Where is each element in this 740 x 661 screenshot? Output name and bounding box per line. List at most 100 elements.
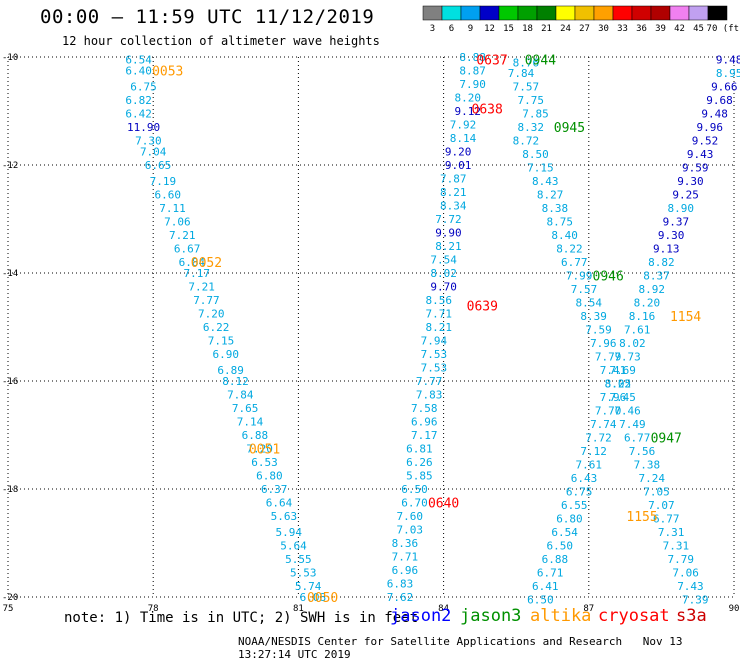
data-label-jason3: 7.07 bbox=[648, 499, 675, 512]
data-label-cryosat: 6.26 bbox=[406, 456, 433, 469]
data-label-jason3: 8.32 bbox=[517, 121, 544, 134]
data-label-cryosat: 6.83 bbox=[387, 578, 414, 591]
data-label-jason3: 6.77 bbox=[653, 513, 680, 526]
data-label-altika: 7.11 bbox=[159, 202, 186, 215]
data-label-jason3: 7.24 bbox=[638, 472, 665, 485]
data-label-altika: 6.53 bbox=[251, 456, 278, 469]
data-label-jason3: 7.06 bbox=[672, 567, 699, 580]
data-label-jason2: 8.37 bbox=[643, 270, 670, 283]
colorbar-tick-label: 21 bbox=[541, 24, 552, 34]
chart-title: 00:00 — 11:59 UTC 11/12/2019 bbox=[40, 6, 375, 28]
data-label-altika: 7.77 bbox=[193, 294, 220, 307]
data-label-jason2: 7.61 bbox=[624, 324, 651, 337]
data-label-cryosat: 7.94 bbox=[421, 335, 448, 348]
colorbar-swatch bbox=[669, 5, 690, 21]
data-label-altika: 5.74 bbox=[295, 580, 322, 593]
y-tick-label: -16 bbox=[2, 377, 18, 387]
data-label-altika: 7.65 bbox=[232, 402, 259, 415]
data-label-jason2: 8.95 bbox=[716, 67, 740, 80]
data-label-jason2: 9.37 bbox=[663, 216, 690, 229]
y-tick-label: -10 bbox=[2, 53, 18, 63]
data-label-cryosat: 7.83 bbox=[416, 389, 443, 402]
data-label-jason3: 7.43 bbox=[677, 580, 704, 593]
data-label-altika: 6.54 bbox=[125, 54, 152, 67]
colorbar-swatch bbox=[593, 5, 614, 21]
data-label-altika: 11.90 bbox=[127, 121, 160, 134]
data-label-jason2: 9.59 bbox=[682, 162, 709, 175]
data-label-cryosat: 6.70 bbox=[401, 497, 428, 510]
data-label-cryosat: 9.01 bbox=[445, 159, 472, 172]
colorbar-tick-label: 3 bbox=[430, 24, 435, 34]
y-tick-label: -12 bbox=[2, 161, 18, 171]
data-label-altika: 5.53 bbox=[290, 567, 317, 580]
data-label-jason3: 7.31 bbox=[658, 526, 685, 539]
data-label-altika: 7.20 bbox=[246, 443, 273, 456]
data-label-jason2: 6.54 bbox=[551, 526, 578, 539]
data-label-jason2: 6.75 bbox=[566, 486, 593, 499]
data-label-altika: 7.20 bbox=[198, 308, 225, 321]
data-label-jason3: 8.72 bbox=[513, 135, 540, 148]
data-label-altika: 6.88 bbox=[242, 429, 269, 442]
pass-time-label: 0947 bbox=[651, 432, 682, 447]
data-label-altika: 7.06 bbox=[164, 216, 191, 229]
data-label-cryosat: 7.53 bbox=[421, 362, 448, 375]
data-label-jason2: 6.43 bbox=[571, 472, 598, 485]
x-tick-label: 81 bbox=[293, 604, 304, 614]
data-label-jason2: 8.25 bbox=[605, 378, 632, 391]
data-label-altika: 6.67 bbox=[174, 243, 201, 256]
data-label-jason2: 7.73 bbox=[614, 351, 641, 364]
colorbar-swatch bbox=[555, 5, 576, 21]
data-label-altika: 6.75 bbox=[130, 81, 157, 94]
data-label-jason2: 6.88 bbox=[542, 553, 569, 566]
data-label-jason3: 7.99 bbox=[566, 270, 593, 283]
data-label-jason2: 9.30 bbox=[677, 175, 704, 188]
data-label-jason2: 6.55 bbox=[561, 499, 588, 512]
data-label-cryosat: 7.60 bbox=[396, 510, 423, 523]
data-label-cryosat: 8.21 bbox=[440, 186, 467, 199]
colorbar-swatch bbox=[517, 5, 538, 21]
data-label-jason3: 7.57 bbox=[513, 81, 540, 94]
data-label-cryosat: 7.53 bbox=[421, 348, 448, 361]
data-label-jason3: 7.96 bbox=[590, 337, 617, 350]
data-label-altika: 7.04 bbox=[140, 146, 167, 159]
colorbar-swatch bbox=[441, 5, 462, 21]
data-label-jason3: 7.59 bbox=[585, 324, 612, 337]
data-label-jason2: 9.25 bbox=[672, 189, 699, 202]
pass-time-label: 0944 bbox=[525, 54, 556, 69]
x-tick-label: 87 bbox=[583, 604, 594, 614]
data-label-jason2: 6.71 bbox=[537, 567, 564, 580]
pass-time-label: 0638 bbox=[472, 102, 503, 117]
colorbar-tick-label: 45 bbox=[693, 24, 704, 34]
colorbar-tick-label: 27 bbox=[579, 24, 590, 34]
data-label-altika: 7.21 bbox=[169, 229, 196, 242]
credit-text: NOAA/NESDIS Center for Satellite Applica… bbox=[238, 635, 623, 648]
colorbar-tick-label: 9 bbox=[468, 24, 473, 34]
data-label-jason3: 7.15 bbox=[527, 162, 554, 175]
data-label-jason3: 8.38 bbox=[542, 202, 569, 215]
colorbar-tick-label: 6 bbox=[449, 24, 454, 34]
data-label-altika: 8.12 bbox=[222, 375, 249, 388]
pass-time-label: 0050 bbox=[307, 591, 338, 606]
legend-altika: altika bbox=[530, 606, 592, 626]
data-label-cryosat: 7.58 bbox=[411, 402, 438, 415]
data-label-jason3: 7.39 bbox=[682, 594, 709, 607]
data-label-altika: 6.22 bbox=[203, 321, 230, 334]
pass-time-label: 0053 bbox=[152, 65, 183, 80]
data-label-altika: 7.30 bbox=[135, 135, 162, 148]
data-label-jason3: 8.39 bbox=[580, 310, 607, 323]
data-label-altika: 6.42 bbox=[125, 108, 152, 121]
data-label-cryosat: 5.85 bbox=[406, 470, 433, 483]
colorbar-tick-label: 39 bbox=[655, 24, 666, 34]
data-label-altika: 5.63 bbox=[271, 510, 298, 523]
colorbar-tick-label: 30 bbox=[598, 24, 609, 34]
data-label-altika: 7.84 bbox=[227, 389, 254, 402]
colorbar-tick-label: 15 bbox=[503, 24, 514, 34]
data-label-jason2: 9.66 bbox=[711, 81, 738, 94]
data-label-cryosat: 8.34 bbox=[440, 200, 467, 213]
data-label-jason2: 6.50 bbox=[547, 540, 574, 553]
colorbar-swatch bbox=[479, 5, 500, 21]
data-label-cryosat: 7.62 bbox=[387, 591, 414, 604]
data-label-altika: 7.17 bbox=[184, 267, 211, 280]
colorbar-swatch bbox=[688, 5, 709, 21]
data-label-cryosat: 8.21 bbox=[435, 240, 462, 253]
